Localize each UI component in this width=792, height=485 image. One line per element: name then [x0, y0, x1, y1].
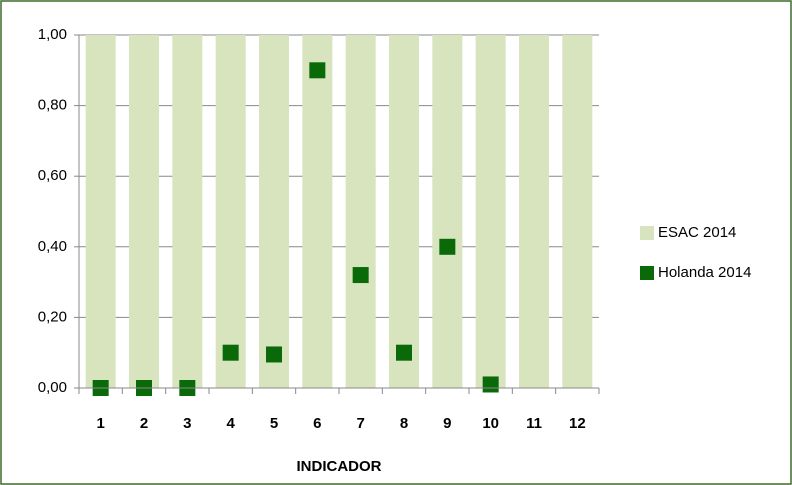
x-tick-label: 10 [482, 415, 499, 432]
y-tick-label: 0,80 [38, 97, 67, 114]
legend-swatch [640, 226, 654, 240]
bar [129, 35, 159, 388]
bar [172, 35, 203, 388]
bar [345, 35, 376, 388]
bar [562, 35, 593, 388]
bar [432, 35, 463, 388]
y-tick-label: 1,00 [38, 26, 67, 43]
x-tick-label: 12 [569, 415, 586, 432]
marker [352, 267, 369, 284]
x-tick-label: 3 [183, 415, 191, 432]
bar [215, 35, 246, 388]
x-tick-label: 6 [313, 415, 321, 432]
legend-swatch [640, 266, 654, 280]
x-tick-label: 1 [96, 415, 104, 432]
bar [389, 35, 419, 388]
y-tick-label: 0,00 [38, 379, 67, 396]
marker [309, 62, 326, 79]
bar [519, 35, 549, 388]
x-tick-label: 11 [526, 415, 542, 432]
x-axis-title: INDICADOR [297, 458, 382, 475]
marker [266, 346, 282, 363]
x-tick-label: 5 [270, 415, 278, 432]
legend-label: ESAC 2014 [658, 224, 736, 241]
bar [475, 35, 506, 388]
x-tick-label: 8 [400, 415, 408, 432]
y-tick-label: 0,60 [38, 167, 67, 184]
marker [222, 344, 239, 361]
bar [302, 35, 333, 388]
bar [85, 35, 116, 388]
legend-label: Holanda 2014 [658, 264, 751, 281]
marker [482, 376, 499, 393]
marker [439, 238, 456, 255]
marker [396, 344, 412, 361]
x-tick-label: 9 [443, 415, 451, 432]
y-tick-label: 0,20 [38, 308, 67, 325]
bar [259, 35, 289, 388]
x-tick-label: 4 [226, 415, 235, 432]
x-tick-label: 2 [140, 415, 148, 432]
x-tick-label: 7 [356, 415, 364, 432]
y-tick-label: 0,40 [38, 238, 67, 255]
